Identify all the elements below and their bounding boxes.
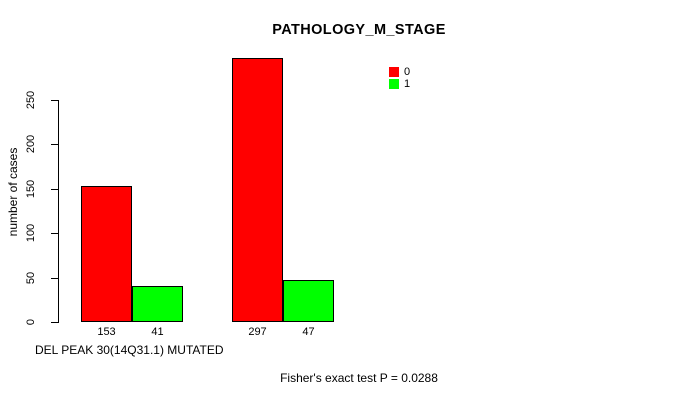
y-axis-tick (51, 100, 58, 101)
bar-series-1 (132, 285, 183, 322)
y-axis-tick-label: 100 (25, 224, 37, 243)
y-axis-tick (51, 233, 58, 235)
bar-value-label: 41 (151, 326, 164, 338)
y-axis-tick (51, 277, 58, 279)
bar-value-label: 153 (97, 326, 116, 338)
chart-title: PATHOLOGY_M_STAGE (272, 22, 446, 38)
y-axis-tick-label: 200 (25, 135, 37, 154)
y-axis-label: number of cases (6, 147, 20, 237)
legend-swatch-icon (389, 67, 399, 77)
bar-series-1 (283, 280, 334, 322)
bar-value-label: 297 (248, 326, 267, 338)
legend-entry: 1 (389, 78, 410, 90)
y-axis-tick (51, 144, 58, 146)
bar-value-label: 47 (302, 326, 315, 338)
footnote-text: Fisher's exact test P = 0.0288 (280, 371, 438, 385)
y-axis-tick-label: 0 (25, 318, 37, 326)
y-axis-tick-label: 250 (25, 90, 37, 110)
y-axis-tick (51, 322, 58, 323)
legend-entry: 0 (389, 66, 410, 78)
y-axis-tick-label: 50 (25, 271, 37, 284)
legend-swatch-icon (389, 79, 399, 89)
y-axis-line (58, 100, 59, 323)
legend-label: 1 (404, 78, 411, 90)
bar-series-0 (81, 186, 132, 322)
y-axis-tick (51, 188, 58, 190)
legend-label: 0 (404, 66, 411, 78)
x-axis-label: DEL PEAK 30(14Q31.1) MUTATED (35, 343, 224, 357)
bar-series-0 (232, 58, 283, 322)
y-axis-tick-label: 150 (25, 179, 37, 198)
